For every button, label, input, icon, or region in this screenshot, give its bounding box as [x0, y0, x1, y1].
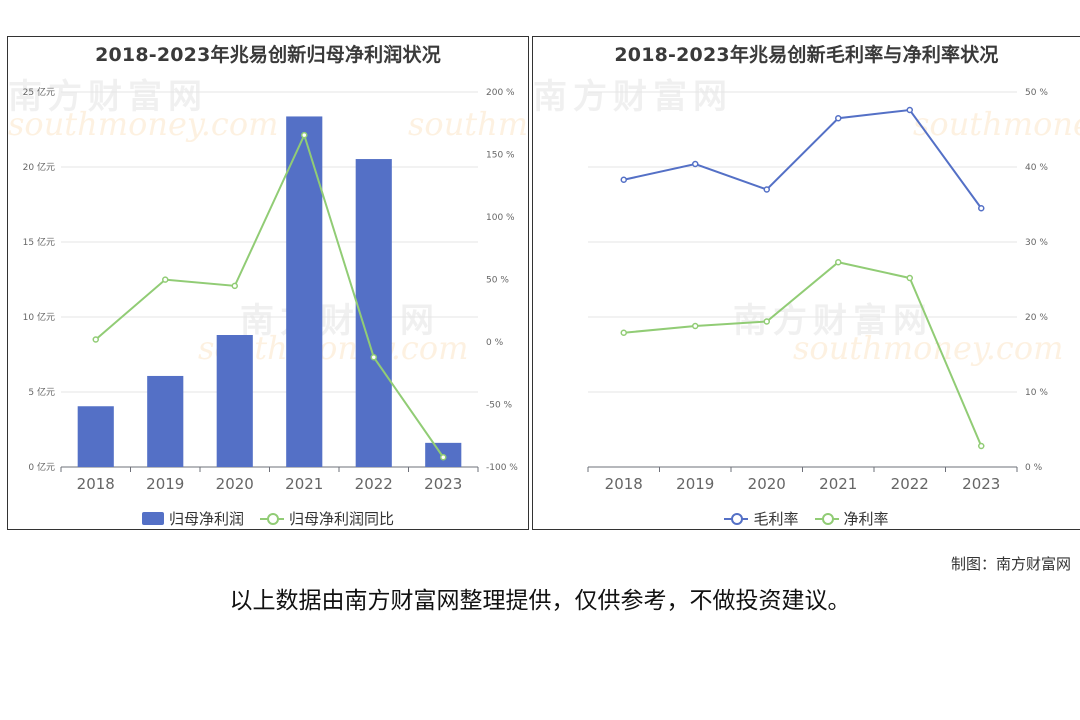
y2-tick-label: 10 %: [1025, 388, 1048, 398]
x-tick-label: 2019: [146, 475, 184, 493]
legend-item-net-profit-yoy[interactable]: 归母净利润同比: [260, 508, 394, 529]
point-gross-margin: [978, 205, 985, 212]
legend-label: 净利率: [843, 510, 889, 528]
y-tick-label: 0 亿元: [28, 461, 55, 473]
legend-label: 毛利率: [753, 510, 799, 528]
legend-line-swatch: [724, 512, 749, 525]
x-tick-label: 2023: [962, 475, 1000, 493]
y2-tick-label: 40 %: [1025, 163, 1048, 173]
point-net-profit-yoy: [231, 282, 238, 290]
net-profit-chart-panel: 南方财富网 southmoney.com 南方财富网 southmoney.co…: [7, 36, 529, 530]
y2-tick-label: 100 %: [486, 213, 515, 223]
point-gross-margin: [763, 186, 770, 193]
x-tick-label: 2019: [676, 475, 714, 493]
x-tick-label: 2022: [355, 475, 393, 493]
line-gross-margin: [623, 108, 983, 209]
point-net-margin: [620, 329, 627, 336]
disclaimer-text: 以上数据由南方财富网整理提供，仅供参考，不做投资建议。: [229, 588, 851, 614]
chart-credit: 制图：南方财富网: [950, 555, 1071, 573]
line-net-profit-yoy: [95, 132, 445, 458]
x-tick-label: 2021: [819, 475, 857, 493]
legend-item-net-profit[interactable]: 归母净利润: [141, 508, 244, 529]
y2-tick-label: 150 %: [486, 151, 515, 161]
margin-chart-panel: 南方财富网 southmoney.com 南方财富网 southmoney.co…: [532, 36, 1080, 530]
y-tick-label: 5 亿元: [28, 386, 55, 398]
point-net-margin: [978, 442, 985, 450]
chart-title: 2018-2023年兆易创新毛利率与净利率状况: [614, 44, 999, 66]
point-net-margin: [763, 318, 770, 325]
point-gross-margin: [835, 115, 842, 122]
point-net-margin: [692, 322, 699, 330]
y2-tick-label: 30 %: [1025, 238, 1048, 248]
y2-tick-label: 50 %: [486, 276, 509, 286]
x-tick-label: 2023: [424, 475, 462, 493]
point-gross-margin: [692, 160, 699, 168]
bar-net-profit: [286, 116, 323, 467]
x-tick-label: 2018: [77, 475, 115, 493]
legend-item-net-margin[interactable]: 净利率: [814, 508, 889, 529]
chart-legend: 归母净利润 归母净利润同比: [8, 508, 528, 529]
legend-line-swatch: [814, 512, 839, 525]
point-net-profit-yoy: [370, 354, 377, 361]
y2-tick-label: 0 %: [486, 338, 504, 348]
line-net-margin: [623, 261, 983, 447]
margin-plot: 0 % 10 % 20 % 30 % 40 % 50 % 2018 2019 2020 2021 2…: [587, 88, 1048, 493]
bar-net-profit: [216, 335, 253, 467]
y-tick-label: 20 亿元: [23, 161, 55, 173]
y-tick-label: 25 亿元: [23, 86, 55, 98]
point-net-profit-yoy: [440, 454, 447, 461]
y2-tick-label: -50 %: [486, 401, 513, 411]
y2-tick-label: 0 %: [1025, 463, 1043, 473]
chart-title: 2018-2023年兆易创新归母净利润状况: [95, 44, 441, 66]
legend-label: 归母净利润: [168, 510, 244, 528]
chart-legend: 毛利率 净利率: [533, 508, 1080, 529]
bar-net-profit: [355, 159, 392, 468]
net-profit-plot: 0 亿元 5 亿元 10 亿元 15 亿元 20 亿元 25 亿元 -100 % -50 % 0…: [23, 86, 519, 493]
point-net-margin: [835, 259, 842, 266]
y2-tick-label: 20 %: [1025, 313, 1048, 323]
point-gross-margin: [620, 176, 627, 183]
x-tick-label: 2020: [216, 475, 254, 493]
y-tick-label: 10 亿元: [23, 311, 55, 323]
point-net-margin: [906, 274, 913, 282]
point-net-profit-yoy: [92, 336, 99, 343]
legend-bar-swatch: [141, 512, 164, 525]
point-gross-margin: [906, 106, 913, 114]
x-tick-label: 2020: [748, 475, 786, 493]
x-tick-label: 2022: [891, 475, 929, 493]
point-net-profit-yoy: [162, 276, 169, 283]
x-tick-label: 2018: [605, 475, 643, 493]
y2-tick-label: 200 %: [486, 88, 515, 98]
y2-tick-label: 50 %: [1025, 88, 1048, 98]
legend-label: 归母净利润同比: [289, 510, 395, 528]
bar-net-profit: [77, 406, 114, 467]
legend-line-swatch: [260, 512, 284, 525]
point-net-profit-yoy: [301, 131, 308, 139]
y2-tick-label: -100 %: [486, 463, 518, 473]
x-tick-label: 2021: [285, 475, 323, 493]
legend-item-gross-margin[interactable]: 毛利率: [724, 508, 799, 529]
y-tick-label: 15 亿元: [23, 236, 55, 248]
bar-net-profit: [147, 375, 184, 467]
